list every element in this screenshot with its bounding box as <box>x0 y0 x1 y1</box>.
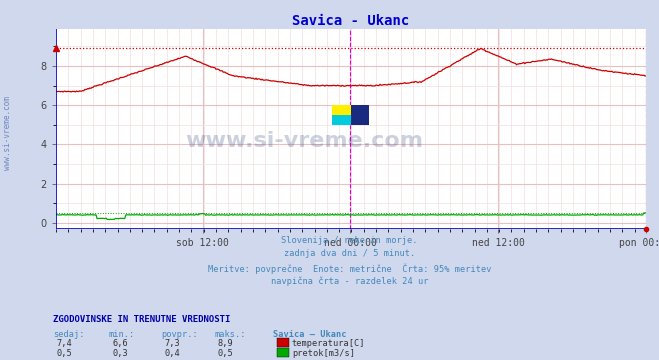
Text: maks.:: maks.: <box>214 330 246 339</box>
Text: navpična črta - razdelek 24 ur: navpična črta - razdelek 24 ur <box>271 277 428 286</box>
Text: 0,4: 0,4 <box>165 349 181 358</box>
Text: pretok[m3/s]: pretok[m3/s] <box>292 349 355 358</box>
Text: temperatura[C]: temperatura[C] <box>292 339 366 348</box>
Text: 0,5: 0,5 <box>217 349 233 358</box>
Text: Meritve: povprečne  Enote: metrične  Črta: 95% meritev: Meritve: povprečne Enote: metrične Črta:… <box>208 263 491 274</box>
Text: www.si-vreme.com: www.si-vreme.com <box>185 131 422 151</box>
Text: 0,3: 0,3 <box>112 349 128 358</box>
Text: povpr.:: povpr.: <box>161 330 198 339</box>
Text: 8,9: 8,9 <box>217 339 233 348</box>
Text: ZGODOVINSKE IN TRENUTNE VREDNOSTI: ZGODOVINSKE IN TRENUTNE VREDNOSTI <box>53 315 230 324</box>
Text: sedaj:: sedaj: <box>53 330 84 339</box>
Text: min.:: min.: <box>109 330 135 339</box>
Text: 7,4: 7,4 <box>56 339 72 348</box>
Text: 7,3: 7,3 <box>165 339 181 348</box>
Text: www.si-vreme.com: www.si-vreme.com <box>3 96 13 170</box>
Text: Slovenija / reke in morje.: Slovenija / reke in morje. <box>281 236 418 245</box>
Text: 6,6: 6,6 <box>112 339 128 348</box>
Title: Savica - Ukanc: Savica - Ukanc <box>293 14 409 28</box>
Text: zadnja dva dni / 5 minut.: zadnja dva dni / 5 minut. <box>283 249 415 258</box>
Text: Savica – Ukanc: Savica – Ukanc <box>273 330 347 339</box>
Text: 0,5: 0,5 <box>56 349 72 358</box>
